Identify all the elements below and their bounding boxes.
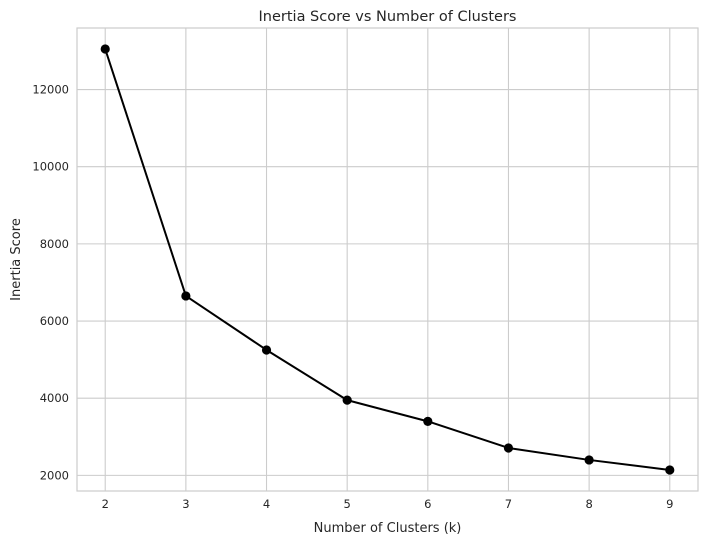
data-point: [665, 465, 675, 475]
x-tick-labels: 2 3 4 5 6 7 8 9: [102, 497, 674, 511]
y-axis-label: Inertia Score: [9, 218, 24, 301]
x-tick-label: 9: [666, 497, 673, 511]
x-tick-label: 8: [585, 497, 592, 511]
x-tick-label: 7: [505, 497, 512, 511]
data-point: [503, 443, 514, 453]
data-point: [100, 44, 110, 54]
y-tick-label: 8000: [40, 237, 69, 251]
data-point: [261, 345, 272, 355]
x-axis-label: Number of Clusters (k): [314, 521, 462, 536]
x-gridlines: [104, 28, 671, 491]
x-tick-label: 3: [182, 497, 189, 511]
y-tick-label: 2000: [40, 468, 69, 482]
x-tick-label: 4: [263, 497, 270, 511]
y-tick-label: 4000: [40, 391, 69, 405]
x-tick-label: 6: [424, 497, 431, 511]
plot-area: [76, 27, 699, 492]
x-tick-label: 5: [344, 497, 351, 511]
y-tick-label: 10000: [32, 160, 69, 174]
x-tick-label: 2: [102, 497, 109, 511]
series-line: [104, 48, 670, 471]
y-tick-label: 6000: [40, 314, 69, 328]
data-point: [423, 416, 433, 426]
y-tick-labels: 2000 4000 6000 8000 10000 12000: [32, 83, 69, 483]
data-point: [181, 291, 191, 301]
data-point: [584, 455, 594, 465]
y-tick-label: 12000: [32, 83, 69, 97]
series-group: [100, 44, 675, 475]
chart-title: Inertia Score vs Number of Clusters: [259, 9, 517, 25]
y-gridlines: [77, 88, 698, 476]
data-point: [342, 395, 352, 405]
